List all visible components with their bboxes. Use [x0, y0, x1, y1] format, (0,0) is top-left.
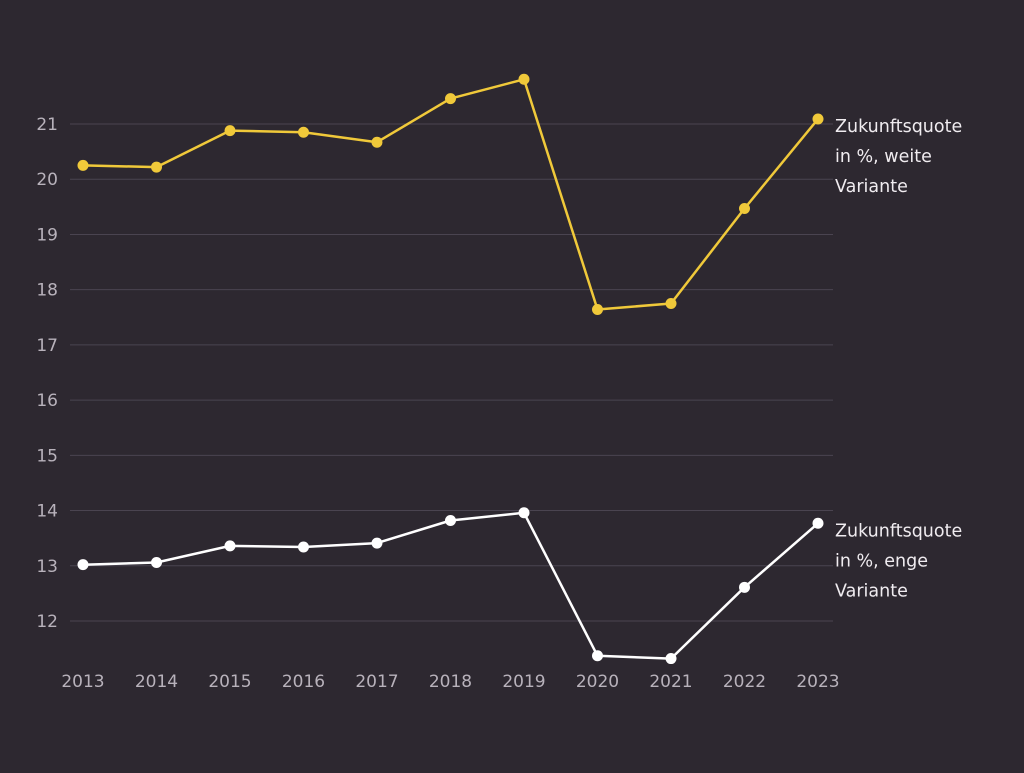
series-layer	[77, 73, 824, 665]
data-point	[518, 507, 530, 519]
series-line	[81, 78, 820, 311]
x-axis: 2013 2014 2015 2016 2017 2018 2019 2020 2021 2022…	[61, 672, 839, 692]
x-tick-label: 2018	[429, 672, 472, 692]
data-point	[151, 556, 162, 568]
data-point	[518, 73, 530, 85]
series-0	[77, 73, 824, 316]
data-point	[224, 540, 236, 552]
x-tick-label: 2023	[796, 672, 839, 692]
grid-layer	[70, 123, 833, 622]
data-point	[739, 202, 750, 214]
x-tick-label: 2019	[502, 672, 545, 692]
series-label-line: Zukunftsquote	[835, 521, 962, 541]
y-tick-label: 21	[36, 115, 58, 135]
data-point	[298, 541, 309, 553]
data-point	[665, 297, 677, 309]
series-label-line: Zukunftsquote	[835, 117, 962, 137]
data-point	[298, 126, 309, 138]
x-tick-label: 2017	[355, 672, 398, 692]
y-tick-label: 13	[36, 557, 58, 577]
y-tick-label: 19	[36, 225, 58, 245]
y-axis: 12 13 14 15 16 17 18 19 20 21	[36, 115, 58, 632]
series-labels: Zukunftsquote in %, weite VarianteZukunfts…	[835, 117, 962, 601]
series-label-line: Variante	[835, 177, 908, 197]
data-point	[445, 93, 456, 105]
y-tick-label: 14	[36, 502, 58, 522]
series-label: Zukunftsquote in %, weite Variante	[835, 117, 962, 197]
y-tick-label: 17	[36, 336, 58, 356]
series-label-line: in %, enge	[835, 551, 928, 571]
data-point	[371, 136, 383, 148]
data-point	[77, 559, 89, 571]
series-label-line: in %, weite	[835, 147, 932, 167]
data-point	[592, 650, 603, 662]
data-point	[739, 581, 750, 593]
x-tick-label: 2015	[208, 672, 251, 692]
x-tick-label: 2016	[282, 672, 325, 692]
x-tick-label: 2021	[649, 672, 692, 692]
data-point	[151, 161, 162, 173]
series-label: Zukunftsquote in %, enge Variante	[835, 521, 962, 601]
series-label-line: Variante	[835, 581, 908, 601]
x-tick-label: 2020	[576, 672, 619, 692]
x-tick-label: 2022	[723, 672, 766, 692]
y-tick-label: 18	[36, 281, 58, 301]
data-point	[812, 517, 824, 529]
data-point	[665, 653, 677, 665]
y-tick-label: 16	[36, 391, 58, 411]
x-tick-label: 2013	[61, 672, 104, 692]
x-tick-label: 2014	[135, 672, 178, 692]
series-line	[81, 511, 820, 660]
data-point	[592, 304, 603, 316]
data-point	[445, 514, 456, 526]
data-point	[77, 159, 89, 171]
y-tick-label: 20	[36, 170, 58, 190]
data-point	[224, 125, 236, 137]
data-point	[812, 113, 824, 125]
series-1	[77, 507, 824, 665]
y-tick-label: 12	[36, 612, 58, 632]
y-tick-label: 15	[36, 446, 58, 466]
data-point	[371, 537, 383, 549]
